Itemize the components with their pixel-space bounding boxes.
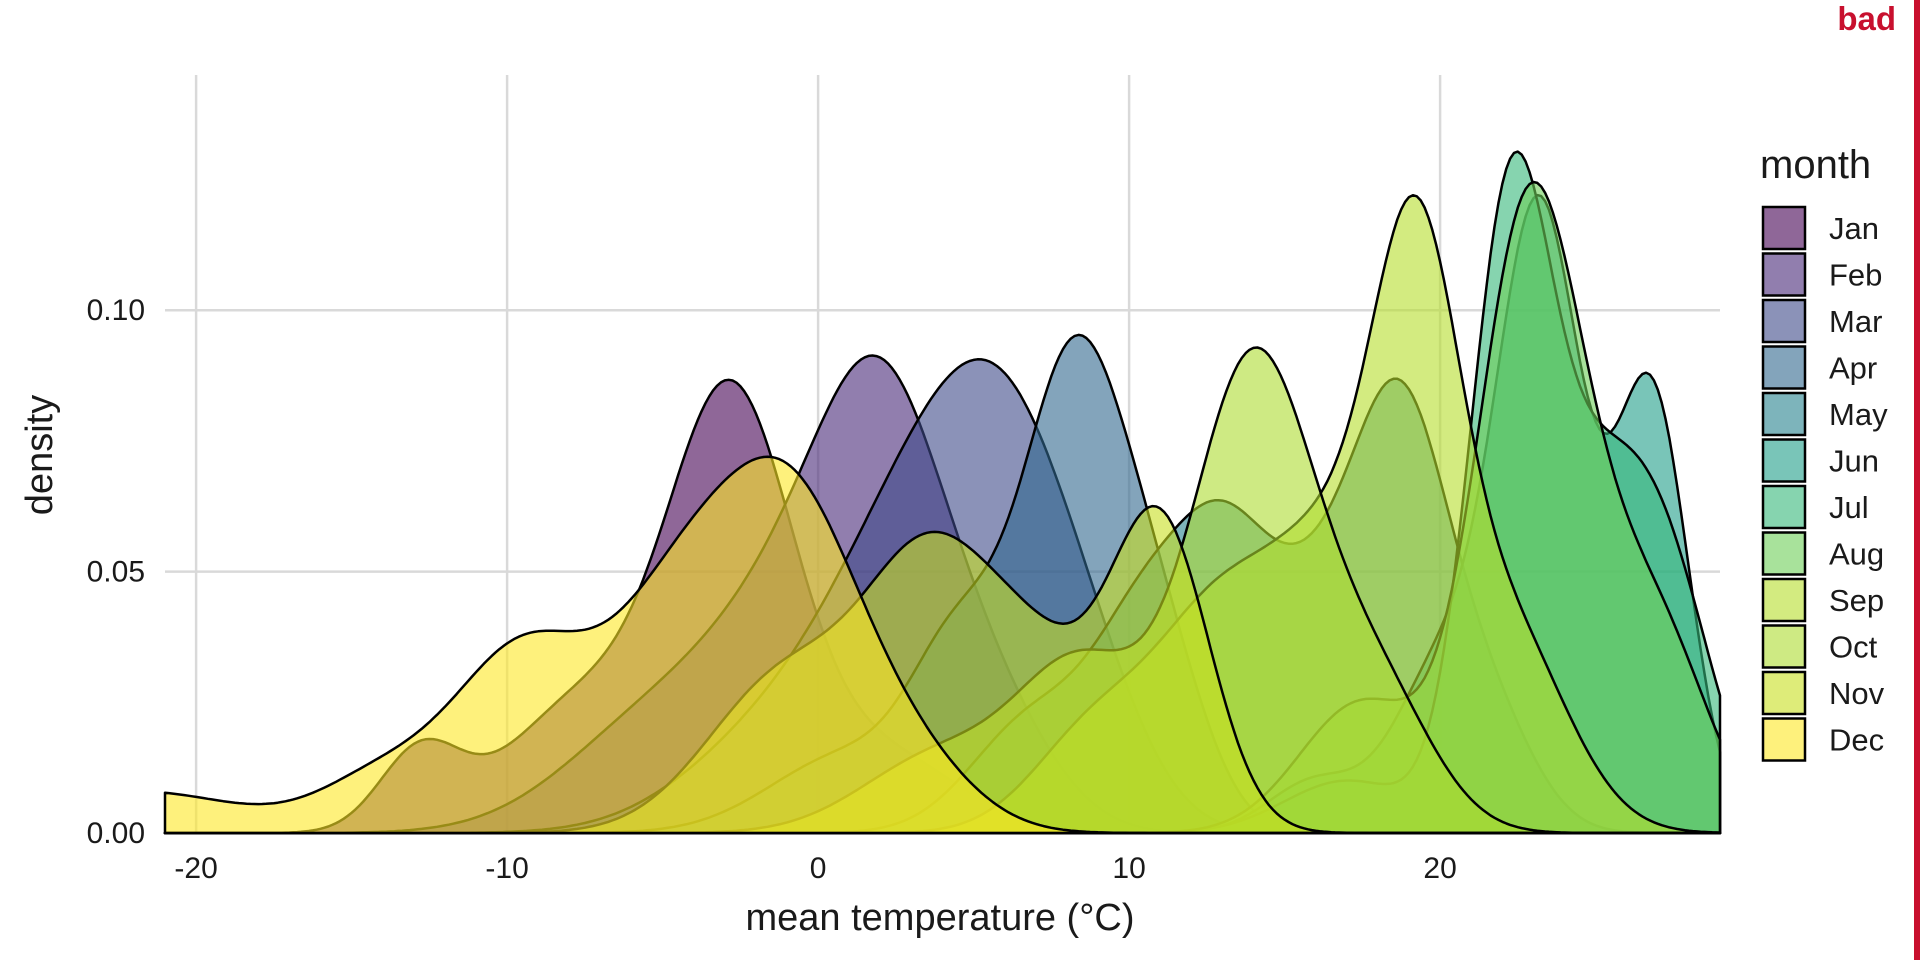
- density-area-dec: [163, 455, 1722, 835]
- y-tick-label: 0.00: [87, 817, 145, 850]
- legend-label-may: May: [1829, 397, 1888, 432]
- legend-label-nov: Nov: [1829, 676, 1885, 711]
- legend-title: month: [1760, 143, 1871, 187]
- legend-key-dec: [1761, 717, 1807, 762]
- axes: -20 -10 0 10 20 0.00 0.05 0.10: [87, 294, 1457, 885]
- legend-label-apr: Apr: [1829, 351, 1877, 386]
- legend-label-jun: Jun: [1829, 444, 1879, 479]
- y-tick-label: 0.10: [87, 294, 145, 327]
- legend-key-nov: [1761, 670, 1807, 716]
- status-badge: bad: [1837, 0, 1896, 37]
- x-tick-label: -20: [174, 852, 217, 885]
- legend-label-jul: Jul: [1829, 490, 1869, 525]
- density-series: [163, 150, 1722, 835]
- edge-accent-bar: [1914, 0, 1920, 960]
- legend-key-aug: [1761, 531, 1807, 576]
- legend-label-oct: Oct: [1829, 630, 1878, 665]
- legend-label-sep: Sep: [1829, 583, 1884, 618]
- legend-key-sep: [1761, 577, 1807, 623]
- x-tick-label: -10: [485, 852, 528, 885]
- x-tick-label: 20: [1423, 852, 1456, 885]
- legend-key-mar: [1761, 298, 1807, 344]
- x-tick-label: 0: [810, 852, 827, 885]
- x-tick-label: 10: [1112, 852, 1145, 885]
- legend-key-jul: [1761, 484, 1807, 530]
- legend: month Jan Feb Mar Apr May Jun Jul Aug Sep Oct Nov D…: [1760, 143, 1888, 762]
- legend-key-feb: [1761, 252, 1807, 297]
- y-tick-label: 0.05: [87, 556, 145, 589]
- legend-label-aug: Aug: [1829, 537, 1884, 572]
- legend-key-may: [1761, 391, 1807, 437]
- legend-label-jan: Jan: [1829, 211, 1879, 246]
- legend-key-apr: [1761, 345, 1807, 390]
- y-axis-title: density: [19, 395, 61, 515]
- legend-key-jun: [1761, 438, 1807, 483]
- legend-label-feb: Feb: [1829, 258, 1882, 293]
- legend-label-dec: Dec: [1829, 723, 1884, 758]
- legend-key-jan: [1761, 205, 1807, 251]
- legend-key-oct: [1761, 624, 1807, 669]
- legend-label-mar: Mar: [1829, 304, 1882, 339]
- x-axis-title: mean temperature (°C): [746, 897, 1135, 939]
